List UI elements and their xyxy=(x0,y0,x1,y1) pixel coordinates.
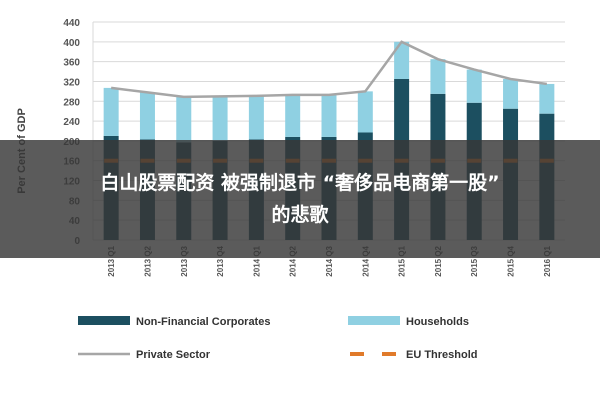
bar-households xyxy=(321,94,337,137)
y-tick-label: 320 xyxy=(63,77,80,88)
bar-households xyxy=(430,59,446,94)
caption-line-2: 的悲歌 xyxy=(271,204,329,226)
x-tick-label: 2013 Q1 xyxy=(107,245,116,276)
bar-households xyxy=(357,91,373,133)
x-tick-label: 2015 Q3 xyxy=(470,245,479,276)
bar-households xyxy=(285,94,301,137)
legend-label: Private Sector xyxy=(136,349,211,361)
x-tick-label: 2013 Q4 xyxy=(216,245,225,276)
x-tick-label: 2015 Q2 xyxy=(434,245,443,276)
bar-households xyxy=(103,87,119,136)
y-tick-label: 280 xyxy=(63,97,80,108)
x-tick-label: 2014 Q3 xyxy=(325,245,334,276)
y-tick-label: 440 xyxy=(63,18,80,29)
x-tick-label: 2015 Q4 xyxy=(507,245,516,276)
legend-swatch xyxy=(78,316,130,325)
y-tick-label: 400 xyxy=(63,38,80,49)
bar-households xyxy=(539,83,555,114)
x-tick-label: 2014 Q4 xyxy=(361,245,370,276)
bar-households xyxy=(212,96,228,141)
y-tick-label: 360 xyxy=(63,58,80,69)
x-tick-label: 2015 Q1 xyxy=(398,245,407,276)
private-sector-series xyxy=(111,40,548,99)
bar-households xyxy=(176,96,192,143)
legend: Non-Financial Corporates Households Privat… xyxy=(78,316,478,361)
bar-households xyxy=(466,69,482,103)
x-tick-label: 2014 Q1 xyxy=(252,245,261,276)
bar-households xyxy=(394,41,410,79)
caption-text: 白山股票配资 被强制退市 “奢侈品电商第一股” 的悲歌 xyxy=(0,167,600,231)
caption-line-1: 白山股票配资 被强制退市 “奢侈品电商第一股” xyxy=(100,172,500,194)
x-axis-ticks: 2013 Q1 2013 Q2 2013 Q3 2013 Q4 2014 Q1 2014 … xyxy=(107,245,552,276)
x-tick-label: 2016 Q1 xyxy=(543,245,552,276)
bar-households xyxy=(503,78,519,109)
y-tick-label: 240 xyxy=(63,117,80,128)
legend-label: Households xyxy=(406,316,469,328)
x-tick-label: 2013 Q2 xyxy=(143,245,152,276)
caption-overlay xyxy=(0,140,600,258)
bar-households xyxy=(139,92,155,140)
legend-label: Non-Financial Corporates xyxy=(136,316,270,328)
legend-swatch xyxy=(348,316,400,325)
bar-households xyxy=(248,95,264,140)
legend-label: EU Threshold xyxy=(406,349,478,361)
x-tick-label: 2013 Q3 xyxy=(180,245,189,276)
private-sector-line xyxy=(111,40,548,99)
x-tick-label: 2014 Q2 xyxy=(289,245,298,276)
